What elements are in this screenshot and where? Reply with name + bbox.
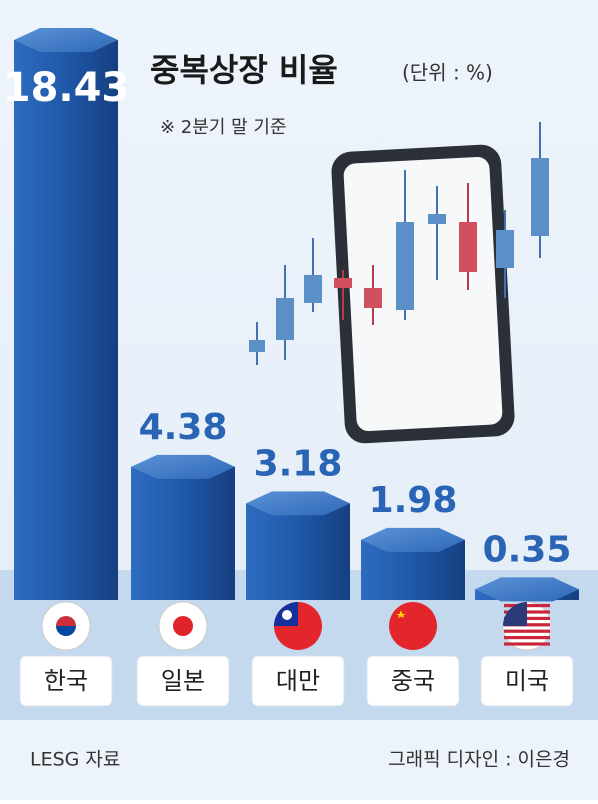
footer-band [0,720,598,800]
chart-title: 중복상장 비율 [150,51,338,89]
flag [504,629,550,633]
bar-cap [475,577,579,602]
bar [131,466,235,600]
phone-illustration [249,122,549,444]
value-label: 0.35 [483,529,572,570]
value-label: 1.98 [369,480,458,521]
x-tick-label: 중국 [391,667,435,695]
x-tick-label: 미국 [505,667,549,695]
flag [503,602,527,626]
flag [282,610,292,620]
bar-cap [246,491,350,516]
flag [389,602,437,650]
bar-cap [131,454,235,479]
category-box [366,655,460,707]
flag [504,636,550,640]
flag [173,616,193,636]
chart-subtitle: (단위 : %) [402,61,493,85]
flag [56,616,76,626]
bar [14,40,118,600]
bar [246,503,350,600]
credit: 그래픽 디자인 : 이은경 [388,749,570,771]
flag [56,626,76,636]
bars: 18.43 한국 4.38 일본 3.18 대만 1.98 중국 0.35 미국 [3,28,579,707]
note: ※ 2분기 말 기준 [160,117,287,138]
value-label: 4.38 [139,407,228,448]
flag [396,610,406,618]
category-box [480,655,574,707]
x-tick-label: 일본 [161,667,205,695]
flag [504,642,550,646]
x-tick-label: 한국 [44,667,88,695]
source: LESG 자료 [30,749,120,771]
category-box [251,655,345,707]
bar-cap [14,28,118,52]
category-box [136,655,230,707]
bar-cap [361,527,465,552]
value-label: 3.18 [254,443,343,484]
value-label: 18.43 [3,65,130,111]
category-box [19,655,113,707]
x-tick-label: 대만 [276,667,320,695]
